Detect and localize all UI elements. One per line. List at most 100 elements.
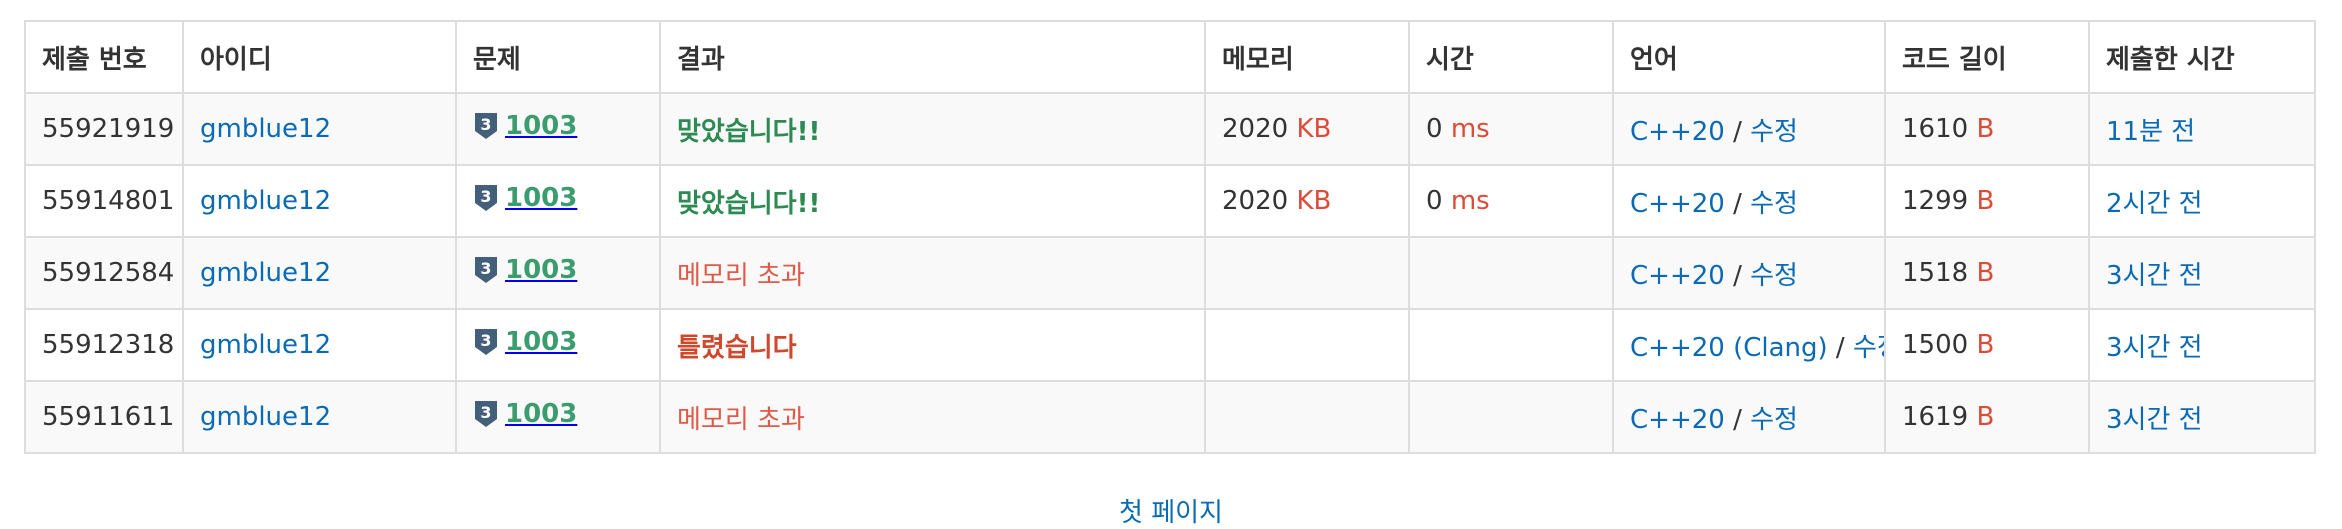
language-link[interactable]: C++20 (1630, 404, 1725, 435)
language-cell: C++20 / 수정 (1612, 92, 1886, 166)
submission-id-cell: 55921919 (24, 92, 184, 166)
code-length-unit: B (1976, 258, 1995, 288)
result-cell: 틀렸습니다 (659, 308, 1206, 382)
user-cell: gmblue12 (182, 308, 457, 382)
code-length-value: 1299 (1902, 186, 1969, 216)
submitted-time-link[interactable]: 3시간 전 (2106, 332, 2203, 363)
memory-value: 2020 (1222, 186, 1289, 216)
result-text: 맞았습니다!! (677, 116, 821, 147)
problem-link[interactable]: 3 1003 (473, 327, 577, 357)
problem-link[interactable]: 3 1003 (473, 399, 577, 429)
table-row: 55912318 gmblue12 3 1003 틀렸습니다 C++20 (Clang)… (24, 308, 2316, 382)
tier-icon: 3 (475, 184, 497, 211)
language-cell: C++20 / 수정 (1612, 380, 1886, 454)
edit-link[interactable]: 수정 (1852, 332, 1883, 363)
language-link[interactable]: C++20 (1630, 188, 1725, 219)
edit-link[interactable]: 수정 (1750, 404, 1798, 435)
user-link[interactable]: gmblue12 (200, 330, 332, 360)
language-cell: C++20 (Clang) / 수정 (1612, 308, 1886, 382)
header-code-length: 코드 길이 (1884, 20, 2090, 94)
submitted-time-link[interactable]: 3시간 전 (2106, 260, 2203, 291)
header-problem: 문제 (455, 20, 661, 94)
tier-digit: 3 (480, 115, 491, 134)
header-submitted-time: 제출한 시간 (2088, 20, 2316, 94)
result-cell: 맞았습니다!! (659, 92, 1206, 166)
language-link[interactable]: C++20 (1630, 260, 1725, 291)
code-length-unit: B (1976, 330, 1995, 360)
submission-status-table: 제출 번호 아이디 문제 결과 메모리 시간 언어 코드 길이 제출한 시간 5… (24, 20, 2316, 454)
code-length-unit: B (1976, 402, 1995, 432)
submitted-time-link[interactable]: 2시간 전 (2106, 188, 2203, 219)
table-header-row: 제출 번호 아이디 문제 결과 메모리 시간 언어 코드 길이 제출한 시간 (24, 20, 2316, 94)
problem-number: 1003 (505, 398, 578, 429)
code-length-cell: 1518 B (1884, 236, 2090, 310)
submission-id: 55914801 (42, 186, 175, 216)
separator: / (1733, 404, 1742, 435)
time-unit: ms (1450, 186, 1490, 216)
submission-id: 55911611 (42, 402, 175, 432)
problem-number: 1003 (505, 254, 578, 285)
header-language: 언어 (1612, 20, 1886, 94)
language-link[interactable]: C++20 (Clang) (1630, 332, 1828, 363)
result-text: 메모리 초과 (677, 404, 805, 435)
language-link[interactable]: C++20 (1630, 116, 1725, 147)
separator: / (1733, 188, 1742, 219)
code-length-value: 1500 (1902, 330, 1969, 360)
memory-cell (1204, 380, 1410, 454)
pagination: 첫 페이지 (0, 492, 2342, 529)
status-table-wrapper: 제출 번호 아이디 문제 결과 메모리 시간 언어 코드 길이 제출한 시간 5… (24, 20, 2316, 454)
problem-link[interactable]: 3 1003 (473, 183, 577, 213)
header-submission-id: 제출 번호 (24, 20, 184, 94)
table-row: 55911611 gmblue12 3 1003 메모리 초과 C++20 / 수정 16… (24, 380, 2316, 454)
edit-link[interactable]: 수정 (1750, 116, 1798, 147)
time-cell (1408, 380, 1614, 454)
language-cell: C++20 / 수정 (1612, 236, 1886, 310)
submitted-time-cell: 11분 전 (2088, 92, 2316, 166)
user-cell: gmblue12 (182, 92, 457, 166)
problem-link[interactable]: 3 1003 (473, 111, 577, 141)
table-row: 55914801 gmblue12 3 1003 맞았습니다!! 2020 KB 0 ms C… (24, 164, 2316, 238)
memory-cell: 2020 KB (1204, 164, 1410, 238)
time-cell: 0 ms (1408, 164, 1614, 238)
memory-cell: 2020 KB (1204, 92, 1410, 166)
result-cell: 맞았습니다!! (659, 164, 1206, 238)
submission-id: 55912318 (42, 330, 175, 360)
separator: / (1733, 260, 1742, 291)
result-text: 맞았습니다!! (677, 188, 821, 219)
time-value: 0 (1426, 114, 1443, 144)
code-length-cell: 1500 B (1884, 308, 2090, 382)
submission-id-cell: 55911611 (24, 380, 184, 454)
user-link[interactable]: gmblue12 (200, 258, 332, 288)
time-value: 0 (1426, 186, 1443, 216)
code-length-value: 1610 (1902, 114, 1969, 144)
user-cell: gmblue12 (182, 164, 457, 238)
edit-link[interactable]: 수정 (1750, 260, 1798, 291)
tier-digit: 3 (480, 331, 491, 350)
edit-link[interactable]: 수정 (1750, 188, 1798, 219)
separator: / (1733, 116, 1742, 147)
first-page-link[interactable]: 첫 페이지 (1119, 498, 1223, 528)
user-link[interactable]: gmblue12 (200, 114, 332, 144)
table-row: 55912584 gmblue12 3 1003 메모리 초과 C++20 / 수정 15… (24, 236, 2316, 310)
memory-cell (1204, 236, 1410, 310)
submitted-time-cell: 3시간 전 (2088, 308, 2316, 382)
submission-id-cell: 55912584 (24, 236, 184, 310)
header-memory: 메모리 (1204, 20, 1410, 94)
user-cell: gmblue12 (182, 236, 457, 310)
submitted-time-link[interactable]: 3시간 전 (2106, 404, 2203, 435)
separator: / (1835, 332, 1845, 363)
problem-cell: 3 1003 (455, 308, 661, 382)
tier-icon: 3 (475, 112, 497, 139)
time-cell (1408, 308, 1614, 382)
problem-link[interactable]: 3 1003 (473, 255, 577, 285)
user-link[interactable]: gmblue12 (200, 402, 332, 432)
user-cell: gmblue12 (182, 380, 457, 454)
user-link[interactable]: gmblue12 (200, 186, 332, 216)
submission-id-cell: 55912318 (24, 308, 184, 382)
tier-icon: 3 (475, 400, 497, 427)
result-text: 틀렸습니다 (677, 332, 797, 363)
problem-number: 1003 (505, 110, 578, 141)
submitted-time-link[interactable]: 11분 전 (2106, 116, 2196, 147)
code-length-cell: 1299 B (1884, 164, 2090, 238)
result-text: 메모리 초과 (677, 260, 805, 291)
